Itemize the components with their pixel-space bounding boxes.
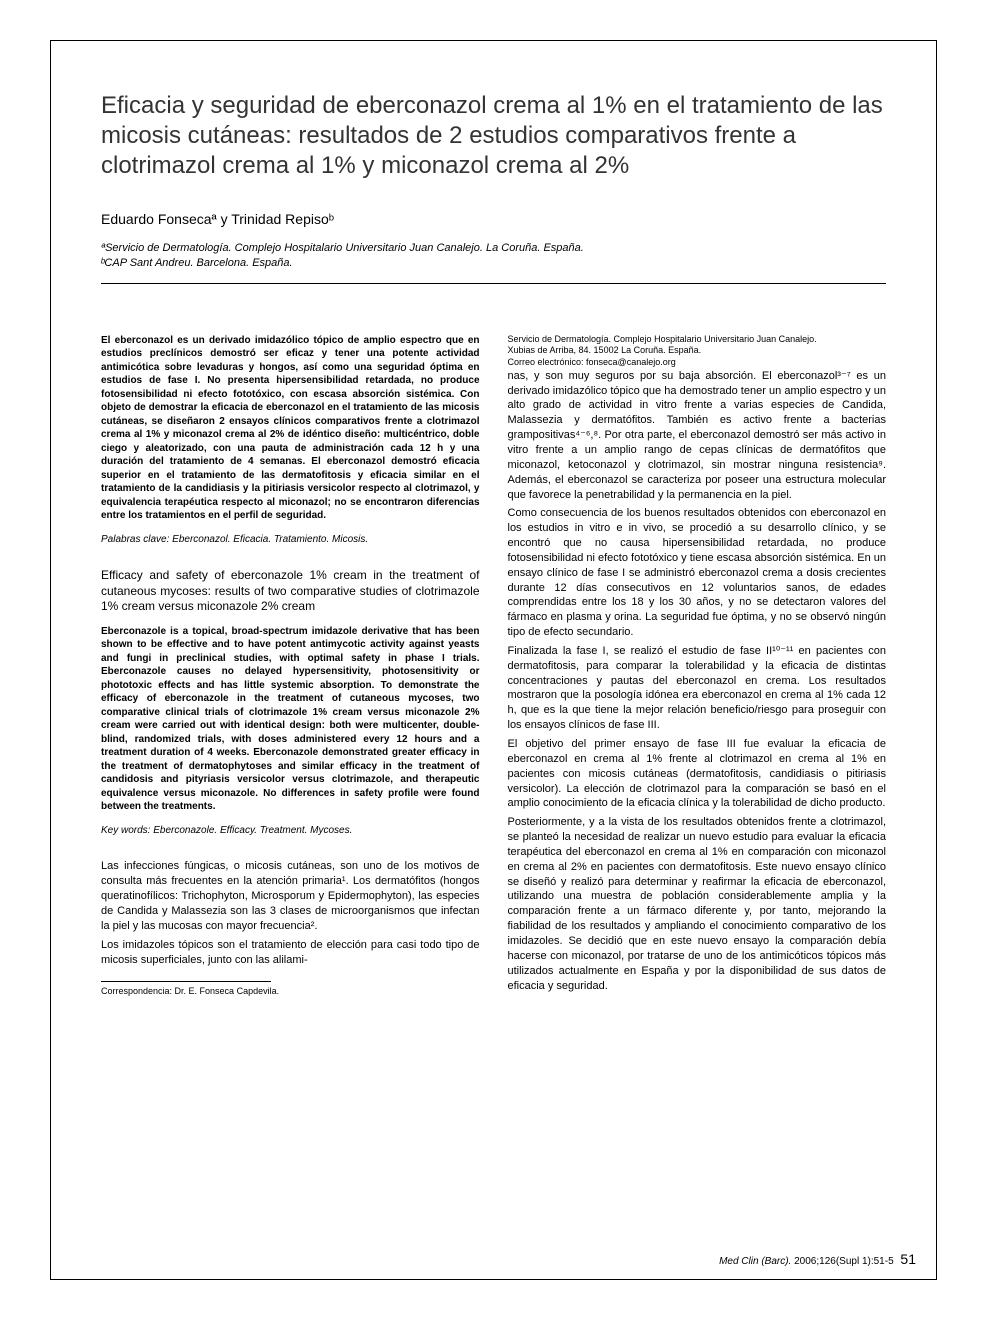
footnote-separator: [101, 981, 271, 982]
body-columns: El eberconazol es un derivado imidazólic…: [101, 334, 886, 998]
citation-text: 2006;126(Supl 1):51-5: [794, 1256, 894, 1267]
header-separator: [101, 283, 886, 284]
body-paragraph-1: Las infecciones fúngicas, o micosis cutá…: [101, 859, 480, 933]
footnote-line-3: Xubias de Arriba, 84. 15002 La Coruña. E…: [508, 345, 887, 357]
affiliation-b: ᵇCAP Sant Andreu. Barcelona. España.: [101, 256, 886, 271]
keywords-spanish: Palabras clave: Eberconazol. Eficacia. T…: [101, 533, 480, 547]
page-footer: Med Clin (Barc). 2006;126(Supl 1):51-5 5…: [719, 1251, 916, 1267]
abstract-english: Eberconazole is a topical, broad-spectru…: [101, 625, 480, 814]
keywords-es-text: Eberconazol. Eficacia. Tratamiento. Mico…: [172, 534, 368, 545]
body-paragraph-7: Posteriormente, y a la vista de los resu…: [508, 815, 887, 993]
affiliation-a: ªServicio de Dermatología. Complejo Hosp…: [101, 241, 886, 256]
body-paragraph-4: Como consecuencia de los buenos resultad…: [508, 506, 887, 640]
affiliations-block: ªServicio de Dermatología. Complejo Hosp…: [101, 241, 886, 271]
page-frame: Eficacia y seguridad de eberconazol crem…: [50, 40, 937, 1280]
body-paragraph-6: El objetivo del primer ensayo de fase II…: [508, 737, 887, 811]
body-paragraph-3: nas, y son muy seguros por su baja absor…: [508, 369, 887, 503]
keywords-en-label: Key words:: [101, 825, 150, 836]
page-number: 51: [900, 1251, 916, 1267]
article-title: Eficacia y seguridad de eberconazol crem…: [101, 91, 886, 181]
keywords-english: Key words: Eberconazole. Efficacy. Treat…: [101, 824, 480, 838]
keywords-es-label: Palabras clave:: [101, 534, 169, 545]
authors-line: Eduardo Fonsecaª y Trinidad Repisoᵇ: [101, 211, 886, 227]
journal-name: Med Clin (Barc).: [719, 1256, 791, 1267]
footnote-line-1: Correspondencia: Dr. E. Fonseca Capdevil…: [101, 986, 480, 998]
body-paragraph-2: Los imidazoles tópicos son el tratamient…: [101, 938, 480, 968]
footnote-line-2: Servicio de Dermatología. Complejo Hospi…: [508, 334, 887, 346]
abstract-spanish: El eberconazol es un derivado imidazólic…: [101, 334, 480, 523]
article-title-english: Efficacy and safety of eberconazole 1% c…: [101, 568, 480, 615]
footnote-line-4: Correo electrónico: fonseca@canalejo.org: [508, 357, 887, 369]
body-paragraph-5: Finalizada la fase I, se realizó el estu…: [508, 644, 887, 733]
keywords-en-text: Eberconazole. Efficacy. Treatment. Mycos…: [153, 825, 352, 836]
